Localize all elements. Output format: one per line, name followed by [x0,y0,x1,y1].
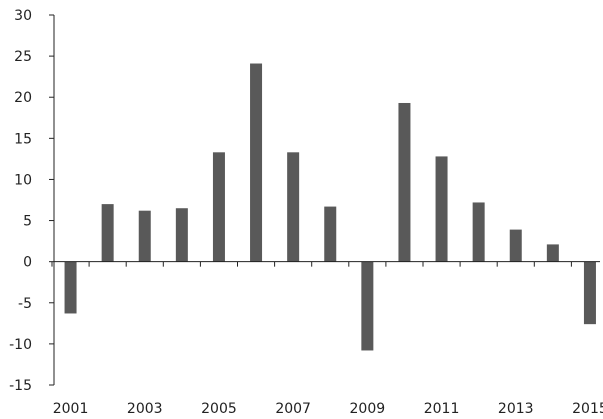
x-tick-label: 2011 [424,401,460,417]
bar-series [64,63,596,351]
bar-2015 [583,261,596,325]
x-tick-label: 2013 [498,401,534,417]
bar-2007 [287,152,300,262]
x-tick-label: 2005 [201,401,237,417]
y-tick-label: -15 [9,378,32,394]
bar-2013 [509,229,522,262]
bar-2006 [250,63,263,262]
x-tick-label: 2001 [53,401,89,417]
bar-2012 [472,202,485,262]
y-tick-label: 10 [14,172,32,188]
bar-2001 [64,261,77,314]
y-tick-label: 0 [23,255,32,271]
x-tick-label: 2007 [275,401,311,417]
y-axis-ticks: 30 25 20 15 10 5 0 -5 -10 -15 [9,8,54,394]
bar-2011 [435,156,448,262]
bar-2003 [138,210,151,262]
bar-2004 [175,208,188,262]
y-tick-label: -10 [9,337,32,353]
y-tick-label: 5 [23,214,32,230]
bar-2008 [324,206,337,262]
y-tick-label: 15 [14,131,32,147]
y-tick-label: 30 [14,8,32,24]
x-tick-label: 2003 [127,401,163,417]
y-tick-label: 20 [14,90,32,106]
bar-2002 [101,204,114,262]
y-tick-label: -5 [18,296,32,312]
x-tick-label: 2009 [350,401,386,417]
bar-2014 [546,244,559,262]
bar-2010 [398,102,411,262]
bar-2005 [212,152,225,262]
y-tick-label: 25 [14,49,32,65]
bar-2009 [361,261,374,351]
